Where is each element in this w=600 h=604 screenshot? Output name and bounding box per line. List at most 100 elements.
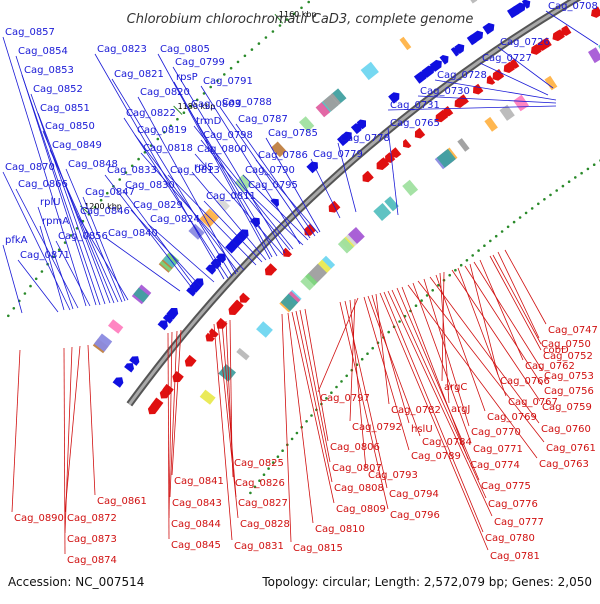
inner-tick-dot [549,193,552,197]
reverse-cog-block [544,75,558,91]
leader-line [363,296,410,451]
forward-cog-block [330,88,347,105]
forward-cog-block [108,319,124,334]
reverse-gene-arrow [542,37,552,48]
forward-gene-label: pfkA [5,235,28,246]
leader-line [497,251,540,339]
forward-gene-label: Cag_0833 [107,165,157,176]
reverse-gene-label: Cag_0873 [67,534,117,545]
inner-tick-dot [555,189,558,192]
reverse-gene-arrow [209,328,219,338]
forward-gene-arrow [388,92,400,104]
reverse-gene-label: Cag_0809 [336,504,386,515]
reverse-gene-label: Cag_0789 [411,451,461,462]
forward-gene-arrow [413,71,427,84]
reverse-cog-block [457,138,470,152]
leader-line [104,174,193,289]
reverse-gene-label: Cag_0781 [490,551,540,562]
forward-gene-arrow [507,6,520,19]
leader-line [11,349,21,513]
reverse-gene-label: Cag_0750 [541,339,591,350]
reverse-gene-arrow [473,83,484,95]
reverse-gene-label: Cag_0766 [500,376,550,387]
inner-tick-dot [281,449,284,453]
forward-gene-arrow [439,55,449,65]
forward-cog-block [133,287,149,303]
forward-cog-block [270,141,287,158]
leader-line [337,142,357,213]
leader-line [401,286,469,460]
forward-cog-block [199,208,219,228]
inner-tick-dot [586,167,590,171]
leader-line [396,287,480,481]
forward-gene-label: trmD [196,116,222,127]
outer-tick-dot [156,137,160,141]
leader-line [379,292,489,551]
reverse-gene-label: Cag_0792 [352,422,402,433]
forward-gene-arrow [166,308,179,320]
inner-tick-dot [465,259,469,262]
reverse-gene-arrow [486,75,496,85]
leader-line [87,344,96,496]
inner-tick-dot [267,467,270,470]
forward-gene-label: Cag_0849 [52,140,102,151]
leader-line [123,117,229,279]
reverse-gene-arrow [492,69,505,81]
leader-line [417,280,545,443]
leader-line [191,171,267,261]
leader-line [30,93,106,305]
reverse-gene-arrow [459,94,469,105]
leader-line [469,263,499,376]
feature-layer [92,0,600,415]
inner-tick-dot [366,352,369,356]
forward-gene-label: Cag_0786 [258,150,308,161]
reverse-gene-arrow [552,29,565,42]
forward-gene-label: Cag_0728 [437,70,487,81]
inner-tick-dot [305,420,308,423]
leader-line [137,96,237,275]
reverse-gene-label: Cag_0825 [234,458,284,469]
inner-tick-dot [454,268,457,272]
inner-tick-dot [530,207,534,210]
leader-line [2,171,71,311]
forward-cog-block [299,116,315,132]
reverse-gene-label: Cag_0890 [14,513,64,524]
leader-line [497,46,554,89]
forward-gene-label: Cag_0800 [197,144,247,155]
forward-gene-label: Cag_0820 [140,87,190,98]
outer-tick-dot [7,314,10,318]
forward-gene-label: Cag_0790 [245,165,295,176]
forward-gene-label: Cag_0854 [18,46,68,57]
leader-line [147,223,215,283]
reverse-gene-label: Cag_0776 [488,499,538,510]
outer-tick-dot [195,98,199,102]
reverse-gene-label: Cag_0828 [240,519,290,530]
inner-tick-dot [448,273,452,277]
reverse-gene-arrow [503,61,515,73]
leader-line [193,125,294,250]
forward-gene-label: Cag_0852 [33,84,83,95]
reverse-gene-arrow [239,292,250,303]
leader-line [407,284,538,459]
forward-gene-label: Cag_0788 [222,97,272,108]
topology-summary: Topology: circular; Length: 2,572,079 bp… [261,575,592,589]
leader-line [371,294,410,424]
leader-line [188,108,278,257]
forward-gene-arrow [429,59,442,72]
leader-line [122,189,196,288]
reverse-cog-block [300,276,315,291]
forward-gene-arrow [350,123,362,135]
leader-line [168,331,173,519]
reverse-gene-label: cobD [543,345,569,356]
forward-gene-label: Cag_0795 [248,180,298,191]
leader-line [349,298,356,422]
forward-gene-label: rpsP [176,72,198,83]
inner-tick-dot [249,491,252,495]
reverse-gene-label: argC [444,382,467,393]
forward-gene-label: Cag_0708 [548,1,598,12]
leader-line [82,196,126,302]
leader-line [17,259,59,313]
inner-tick-dot [253,485,257,489]
forward-gene-arrow [205,264,216,275]
inner-tick-dot [295,431,299,435]
